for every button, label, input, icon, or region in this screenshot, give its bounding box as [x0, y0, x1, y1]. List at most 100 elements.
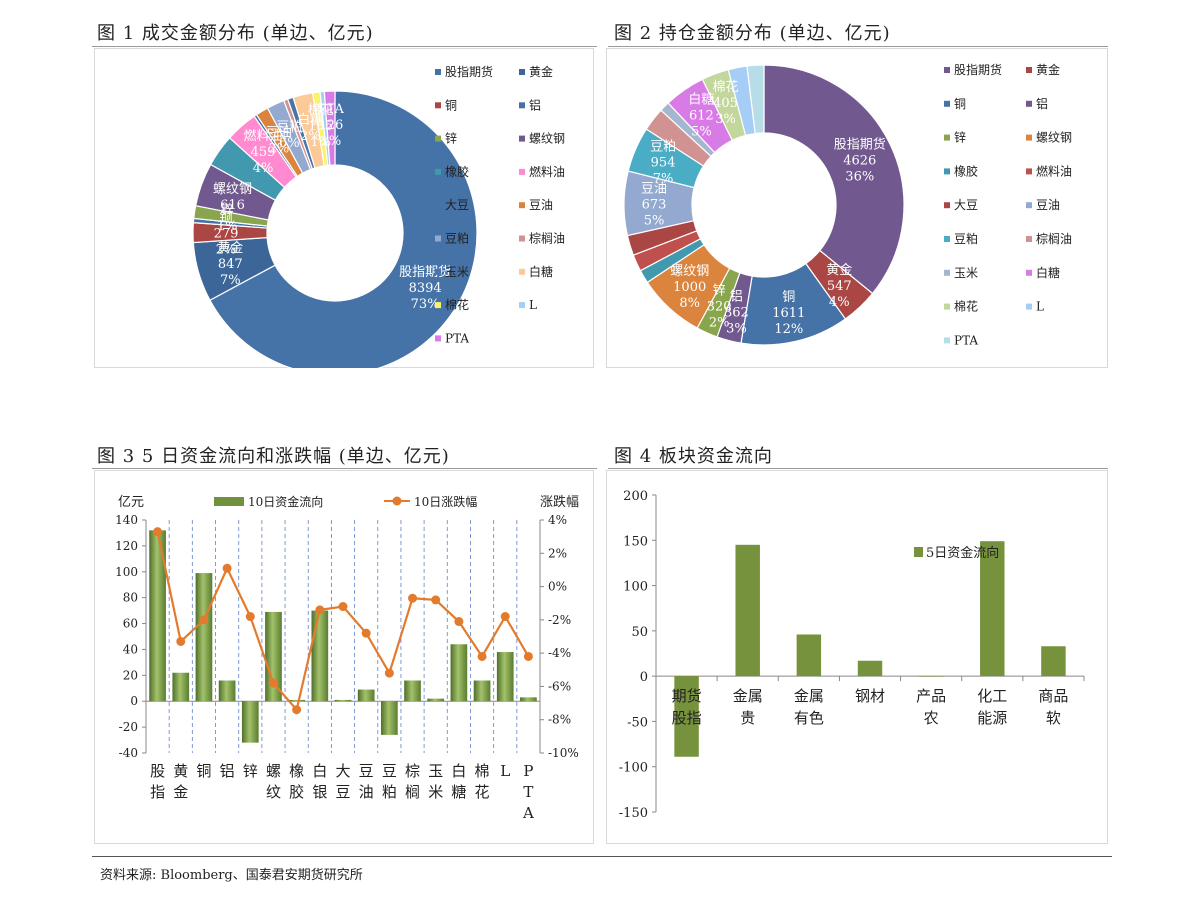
category-label-5-1: 纹: [266, 783, 281, 801]
category-label-5-0: 螺: [266, 762, 281, 780]
legend-swatch-16: [435, 335, 441, 342]
legend-label-3: 铝: [1036, 96, 1048, 111]
category-label-8-0: 大: [335, 762, 350, 780]
pie-label-2-0: 铜: [782, 290, 795, 305]
legend-swatch-12: [435, 268, 441, 275]
pie-label-8-1: 2%: [300, 129, 321, 144]
category-label-7-0: 白: [312, 762, 327, 780]
bar-e6a395e6a688: [404, 680, 421, 702]
pie-label-6-0: 豆粕: [276, 120, 302, 135]
change-point-e78e89e7b1b3: [431, 595, 441, 605]
legend-label-9: 豆油: [529, 198, 553, 212]
bar-e9948c: [241, 701, 259, 743]
legend-line-label: 10日涨跌幅: [414, 494, 477, 509]
y-tick-4: 0: [640, 670, 648, 685]
pie-label-0-2: 36%: [845, 170, 874, 185]
left-tick-7: 0: [130, 694, 138, 708]
right-tick-2: 0%: [548, 580, 567, 594]
category-label-4-0: 锌: [243, 762, 258, 780]
bar-e8b4b5e98791e5b19e: [735, 544, 760, 677]
legend-label: 5日资金流向: [926, 545, 999, 561]
legend-label-2: 铜: [445, 97, 457, 112]
legend-swatch-14: [944, 303, 950, 310]
y-tick-5: -50: [627, 715, 648, 730]
pie-label-1-2: 4%: [829, 295, 850, 310]
pie-label-5-2: 8%: [679, 296, 700, 311]
legend-label-8: 大豆: [954, 198, 978, 212]
bar-e992a2e69d90: [857, 660, 883, 677]
bar-e882a1e68c87e69c9fe8b4a7: [674, 676, 699, 757]
footer-rule: [92, 856, 1112, 857]
legend-swatch-2: [944, 100, 950, 107]
bar-e9939c: [195, 573, 213, 702]
legend-label-9: 豆油: [1036, 198, 1060, 212]
category-label-0-0: 期货: [672, 687, 702, 705]
bar-e8b186e7b295: [381, 701, 398, 735]
change-point-e799bde993b6: [315, 605, 325, 615]
legend-swatch-8: [944, 202, 950, 209]
bar-e883bde6ba90e58c96e5b7a5: [980, 541, 1005, 677]
pie-label-2-0: 铜: [219, 211, 232, 226]
pie-label-9-2: 1%: [321, 134, 342, 149]
legend-label-12: 玉米: [954, 266, 978, 280]
right-tick-7: -10%: [548, 746, 579, 760]
pie-label-3-1: 362: [724, 305, 749, 320]
bar-e6a9a1e883b6: [288, 699, 305, 702]
pie-label-0-2: 73%: [411, 297, 440, 312]
legend-label-1: 黄金: [1036, 62, 1060, 77]
legend-swatch-16: [944, 337, 950, 344]
legend-swatch-10: [435, 235, 441, 242]
legend-swatch-13: [519, 268, 525, 275]
legend-swatch-4: [944, 134, 950, 141]
left-tick-5: 40: [123, 642, 138, 656]
source-note: 资料来源: Bloomberg、国泰君安期货研究所: [100, 868, 363, 883]
legend-label-1: 黄金: [529, 64, 553, 79]
y-tick-3: 50: [631, 625, 648, 640]
legend-swatch-6: [944, 168, 950, 175]
legend-label-0: 股指期货: [445, 64, 493, 79]
pie-label-3-2: 3%: [726, 321, 747, 336]
right-tick-4: -4%: [548, 646, 571, 660]
pie-label-4-0: 锌: [713, 283, 726, 298]
pie-label-0-1: 4626: [843, 154, 876, 169]
bar-e8bdafe59586e59381: [1041, 646, 1066, 677]
change-point-e9bb84e98791: [176, 636, 186, 646]
legend-label-6: 橡胶: [445, 164, 469, 179]
pie-label-0-1: 8394: [409, 281, 442, 296]
bar-e8b186e6b2b9: [357, 689, 375, 702]
y-tick-2: 100: [623, 580, 648, 595]
bar-e89ebae7bab9: [265, 611, 282, 702]
legend-swatch-8: [435, 202, 441, 209]
category-label-9-1: 油: [359, 783, 374, 801]
category-label-6-1: 软: [1046, 709, 1061, 727]
pie-label-3-1: 1%: [217, 219, 238, 234]
change-point-e9939d: [222, 563, 232, 573]
change-point-e8b186e6b2b9: [361, 628, 371, 638]
pie-label-1-0: 黄金: [826, 262, 852, 278]
legend-label-13: 白糖: [1036, 265, 1060, 280]
pie-label-10-1: 105: [308, 119, 333, 134]
pie-label-6-2: 5%: [644, 214, 665, 229]
legend-line-marker: [392, 496, 402, 506]
pie-label-8-0: 白糖: [688, 92, 714, 108]
legend-swatch-6: [435, 168, 441, 175]
left-tick-9: -40: [119, 746, 138, 760]
legend-label-14: 棉花: [954, 299, 978, 314]
legend-swatch-2: [435, 102, 441, 109]
pie-slice-16: [323, 90, 336, 166]
fig1-title-rule: [92, 46, 597, 47]
legend-swatch-3: [519, 102, 525, 109]
left-tick-4: 60: [123, 617, 138, 631]
legend-swatch-13: [1026, 269, 1032, 276]
category-label-14-1: 花: [475, 783, 490, 801]
category-label-11-0: 棕: [405, 762, 420, 780]
fig4-title: 图 4 板块资金流向: [614, 446, 773, 467]
legend-label-7: 燃料油: [1036, 163, 1072, 178]
right-tick-0: 4%: [548, 513, 567, 527]
bar-e9939d: [218, 680, 236, 702]
legend-label-6: 橡胶: [954, 163, 978, 178]
change-point-e6a9a1e883b6: [292, 705, 302, 715]
pie-label-7-2: 7%: [653, 171, 674, 186]
legend-swatch-5: [519, 135, 525, 142]
change-line: [156, 531, 530, 713]
